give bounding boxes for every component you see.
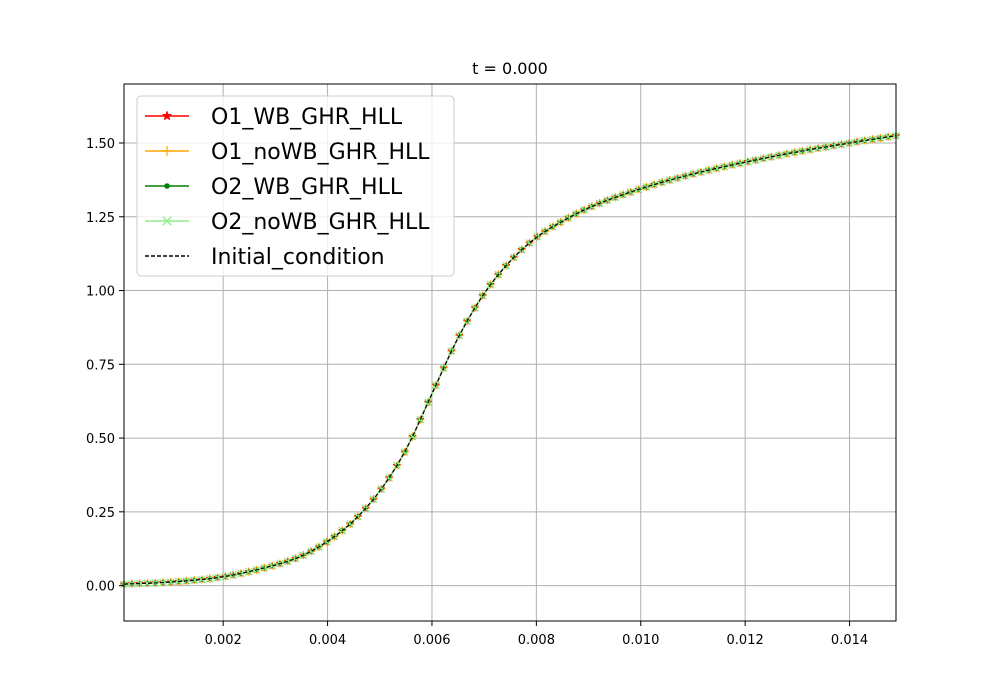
legend-box [136, 95, 455, 277]
chart-title: t = 0.000 [472, 59, 548, 78]
y-tick-label: 0.50 [86, 432, 115, 447]
x-tick-label: 0.002 [205, 633, 242, 648]
data-point-marker [244, 567, 253, 576]
data-point-marker [603, 196, 612, 205]
legend-marker [164, 183, 170, 189]
data-point-marker [408, 432, 417, 441]
series-curves [119, 130, 901, 589]
legend-label: O2_WB_GHR_HLL [211, 175, 403, 200]
legend-marker [161, 110, 173, 121]
data-point-marker [712, 164, 721, 173]
legend-label: O1_noWB_GHR_HLL [211, 140, 430, 165]
data-point-marker [806, 145, 815, 154]
y-tick-label: 1.25 [86, 211, 115, 226]
x-tick-label: 0.004 [309, 633, 346, 648]
data-point-marker [782, 149, 791, 158]
y-tick-label: 1.50 [86, 137, 115, 152]
legend-marker [162, 216, 172, 226]
data-point-marker [548, 222, 557, 231]
data-point-marker [689, 170, 698, 178]
y-axis: 0.00 0.25 0.50 0.75 1.00 1.25 1.50 [86, 137, 124, 595]
y-tick-label: 0.25 [86, 506, 115, 521]
x-tick-label: 0.012 [727, 633, 764, 648]
data-point-marker [221, 572, 230, 581]
legend: O1_WB_GHR_HLL O1_noWB_GHR_HLL O2_WB_GHR_HL… [136, 95, 455, 277]
legend-marker [162, 146, 172, 156]
data-point-marker [166, 578, 175, 586]
data-point-marker [587, 202, 596, 211]
x-tick-label: 0.010 [622, 633, 659, 648]
x-tick-label: 0.008 [518, 633, 555, 648]
data-point-marker [860, 136, 869, 145]
data-point-marker [416, 415, 425, 424]
plot-frame [123, 83, 897, 622]
x-axis: 0.002 0.004 0.006 0.008 0.010 0.012 0.014 [205, 621, 868, 648]
legend-label: O2_noWB_GHR_HLL [211, 210, 430, 235]
data-point-marker [665, 176, 674, 184]
data-point-marker [759, 154, 768, 163]
data-point-marker [471, 303, 479, 312]
x-tick-label: 0.014 [831, 633, 868, 648]
y-tick-label: 0.00 [86, 580, 115, 595]
y-tick-label: 0.75 [86, 358, 115, 373]
data-point-marker [837, 140, 846, 149]
x-tick-label: 0.006 [413, 633, 450, 648]
data-point-marker [736, 159, 744, 168]
data-point-marker [626, 188, 635, 196]
data-point-marker [400, 448, 409, 456]
data-point-marker [307, 547, 316, 556]
data-point-marker [884, 132, 893, 141]
legend-label: O1_WB_GHR_HLL [211, 105, 403, 130]
data-point-marker [190, 576, 199, 585]
data-point-marker [814, 144, 822, 153]
data-point-marker [143, 579, 152, 588]
series-line [123, 135, 897, 585]
y-tick-label: 1.00 [86, 285, 115, 300]
series-Initial_condition [123, 135, 897, 585]
data-point-marker [268, 561, 277, 570]
legend-label: Initial_condition [211, 245, 385, 270]
